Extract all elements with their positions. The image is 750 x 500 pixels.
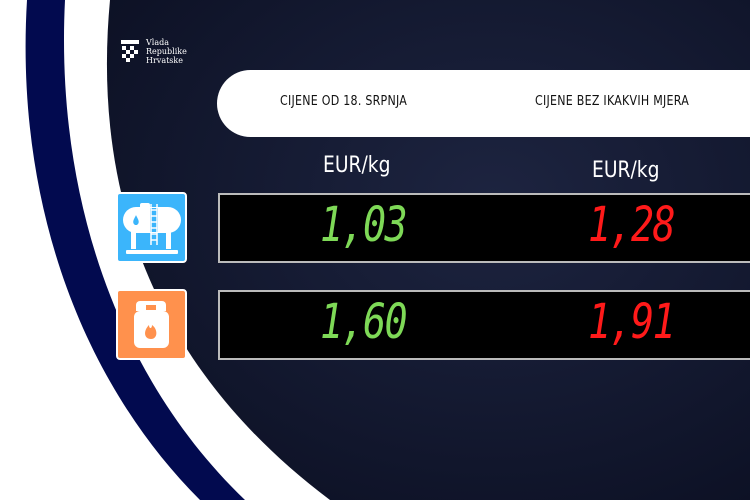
unit-col2: EUR/kg — [592, 158, 660, 183]
price-new: 1,03 — [320, 197, 408, 253]
coat-of-arms-icon — [121, 39, 139, 62]
price-old: 1,91 — [588, 294, 676, 350]
logo-line: Vlada — [146, 38, 169, 47]
price-new: 1,60 — [320, 294, 408, 350]
logo-line: Republike — [146, 47, 187, 56]
header-col2: CIJENE BEZ IKAKVIH MJERA — [535, 94, 690, 109]
gas-cylinder-icon — [116, 289, 187, 360]
price-old: 1,28 — [588, 197, 676, 253]
price-row-cylinder: 1,60 1,91 — [218, 290, 750, 360]
navy-arc — [25, 0, 245, 500]
government-logo: Vlada Republike Hrvatske — [120, 38, 187, 65]
gas-tank-icon — [116, 192, 187, 263]
header-bar — [217, 70, 750, 137]
header-col1: CIJENE OD 18. SRPNJA — [280, 94, 408, 109]
price-row-autogas: 1,03 1,28 — [218, 193, 750, 263]
unit-col1: EUR/kg — [323, 153, 391, 178]
logo-line: Hrvatske — [146, 56, 183, 65]
